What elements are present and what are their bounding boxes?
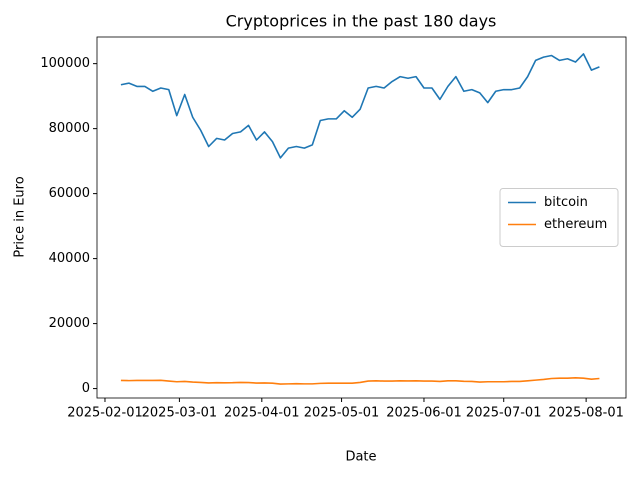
x-tick-label: 2025-04-01 — [224, 406, 300, 421]
x-tick-label: 2025-02-01 — [67, 406, 143, 421]
chart-title: Cryptoprices in the past 180 days — [226, 12, 497, 31]
series-line — [120, 53, 600, 159]
x-tick-label: 2025-08-01 — [548, 406, 624, 421]
y-tick-label: 80000 — [49, 121, 90, 136]
x-tick-label: 2025-03-01 — [142, 406, 218, 421]
y-tick-label: 60000 — [49, 186, 90, 201]
y-tick-label: 100000 — [40, 56, 90, 71]
x-tick-label: 2025-07-01 — [466, 406, 542, 421]
legend-label: ethereum — [544, 217, 607, 232]
y-tick-label: 0 — [82, 381, 90, 396]
y-tick-label: 20000 — [49, 316, 90, 331]
legend: bitcoin ethereum — [499, 188, 619, 247]
x-tick-label: 2025-05-01 — [304, 406, 380, 421]
x-tick-label: 2025-06-01 — [386, 406, 462, 421]
y-tick-label: 40000 — [49, 251, 90, 266]
axes-frame — [96, 36, 627, 399]
legend-label: bitcoin — [544, 195, 588, 210]
x-axis-label: Date — [345, 450, 376, 465]
series-line — [120, 377, 600, 385]
y-axis-label: Price in Euro — [13, 176, 28, 257]
